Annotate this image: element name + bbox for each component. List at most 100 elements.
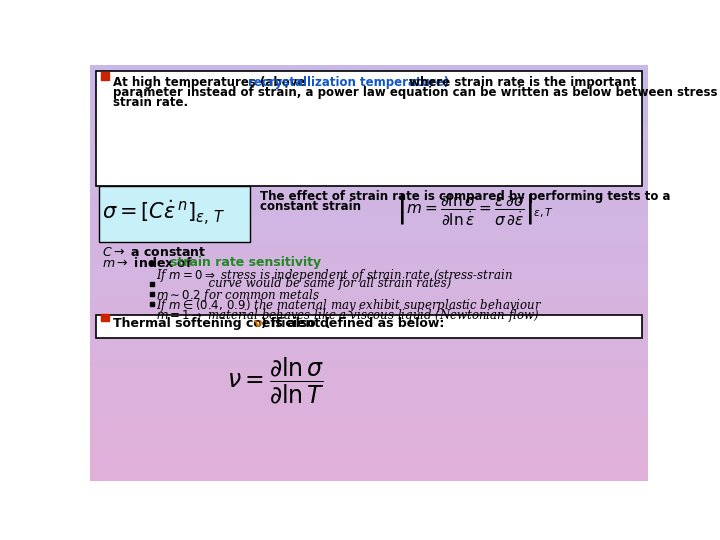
Text: ) is also defined as below:: ) is also defined as below: — [261, 318, 445, 330]
Bar — [90, 289, 648, 294]
Bar — [90, 322, 648, 327]
Text: If $m = 0 \Rightarrow$ stress is independent of strain rate (stress-strain: If $m = 0 \Rightarrow$ stress is indepen… — [156, 267, 513, 284]
Bar — [90, 468, 648, 472]
Bar — [90, 248, 648, 252]
Bar — [90, 418, 648, 422]
Text: constant strain: constant strain — [261, 200, 361, 213]
Bar — [90, 185, 648, 190]
Bar — [90, 90, 648, 94]
FancyBboxPatch shape — [96, 315, 642, 338]
Bar — [90, 114, 648, 119]
Bar — [90, 472, 648, 476]
Bar — [90, 427, 648, 431]
Bar — [90, 94, 648, 98]
Bar — [90, 111, 648, 114]
Bar — [90, 302, 648, 306]
Bar — [90, 422, 648, 427]
Bar — [90, 339, 648, 343]
Bar — [90, 140, 648, 144]
Text: $\nu = \dfrac{\partial \ln\sigma}{\partial \ln T}$: $\nu = \dfrac{\partial \ln\sigma}{\parti… — [227, 355, 325, 406]
Bar — [150, 292, 153, 296]
Bar — [90, 206, 648, 211]
Bar — [90, 377, 648, 381]
Text: $\left|m = \dfrac{\partial \ln\sigma}{\partial \ln\dot{\varepsilon}} = \dfrac{\d: $\left|m = \dfrac{\partial \ln\sigma}{\p… — [396, 191, 554, 228]
Bar — [90, 285, 648, 289]
Bar — [90, 256, 648, 260]
Bar — [90, 173, 648, 177]
Bar — [90, 265, 648, 268]
Bar — [90, 456, 648, 460]
FancyBboxPatch shape — [96, 71, 642, 186]
Bar — [90, 198, 648, 202]
Text: Thermal softening coefficient (: Thermal softening coefficient ( — [113, 318, 330, 330]
Text: $m = 1 \rightarrow$ material behaves like a viscous liquid (Newtonian flow): $m = 1 \rightarrow$ material behaves lik… — [156, 307, 539, 325]
Bar — [90, 352, 648, 356]
Bar — [90, 402, 648, 406]
Bar — [90, 65, 648, 69]
Bar — [90, 235, 648, 239]
Bar — [90, 385, 648, 389]
Bar — [90, 277, 648, 281]
Bar — [90, 244, 648, 248]
Text: ν: ν — [254, 318, 263, 330]
Bar — [90, 389, 648, 393]
Bar — [90, 102, 648, 106]
Bar — [90, 156, 648, 160]
Bar — [90, 435, 648, 439]
Bar — [90, 335, 648, 339]
Bar — [90, 298, 648, 302]
Bar — [90, 144, 648, 148]
Bar — [90, 373, 648, 377]
Bar — [90, 148, 648, 152]
Bar — [90, 181, 648, 185]
Bar — [90, 410, 648, 414]
Bar — [90, 119, 648, 123]
Text: where strain rate is the important: where strain rate is the important — [405, 76, 636, 89]
Bar — [150, 282, 153, 286]
Bar — [90, 223, 648, 227]
Bar — [90, 123, 648, 127]
Bar — [90, 294, 648, 298]
Bar — [90, 219, 648, 223]
Bar — [90, 211, 648, 214]
Bar — [90, 397, 648, 402]
Bar — [90, 431, 648, 435]
Bar — [90, 447, 648, 451]
Bar — [90, 368, 648, 373]
Bar — [90, 327, 648, 331]
Bar — [90, 169, 648, 173]
Text: $C \rightarrow$ a constant: $C \rightarrow$ a constant — [102, 246, 206, 259]
Bar — [90, 360, 648, 364]
Bar — [90, 214, 648, 219]
Bar — [90, 127, 648, 131]
Bar — [90, 239, 648, 244]
Bar — [90, 356, 648, 360]
Bar — [90, 69, 648, 73]
Bar — [90, 194, 648, 198]
Bar — [90, 73, 648, 77]
Bar — [90, 281, 648, 285]
Bar — [90, 82, 648, 85]
Text: $\sigma = \left[C\dot{\varepsilon}^{\,n}\right]_{\varepsilon,\,T}$: $\sigma = \left[C\dot{\varepsilon}^{\,n}… — [102, 198, 225, 227]
Bar — [150, 261, 153, 265]
Text: curve would be same for all strain rates): curve would be same for all strain rates… — [156, 276, 451, 289]
Bar — [90, 252, 648, 256]
Bar — [101, 314, 109, 321]
Bar — [90, 476, 648, 481]
Bar — [90, 98, 648, 102]
Bar — [90, 77, 648, 82]
Bar — [90, 331, 648, 335]
Bar — [90, 273, 648, 277]
Bar — [90, 268, 648, 273]
Bar — [90, 260, 648, 265]
Bar — [90, 160, 648, 165]
Text: strain rate sensitivity: strain rate sensitivity — [170, 256, 321, 269]
Bar — [90, 414, 648, 418]
Bar — [90, 364, 648, 368]
Bar — [90, 190, 648, 194]
Bar — [90, 314, 648, 319]
Text: If $m \in (0.4,\,0.9)$ the material may exhibit superplastic behaviour: If $m \in (0.4,\,0.9)$ the material may … — [156, 298, 542, 314]
Text: At high temperatures (above: At high temperatures (above — [113, 76, 310, 89]
Bar — [90, 152, 648, 156]
Bar — [90, 439, 648, 443]
